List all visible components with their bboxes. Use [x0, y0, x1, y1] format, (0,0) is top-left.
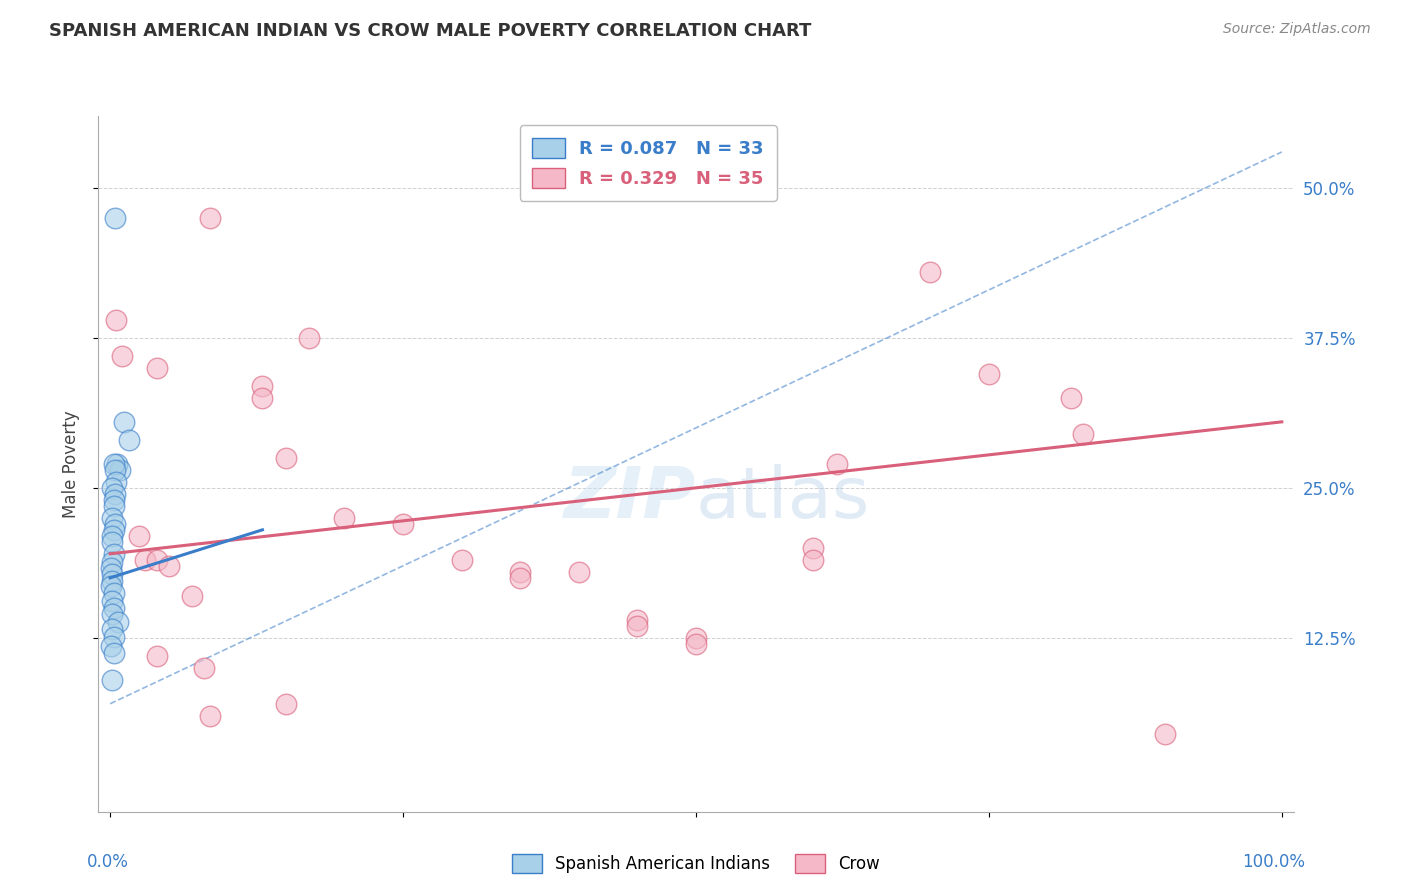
Text: 0.0%: 0.0%: [87, 854, 128, 871]
Point: [104, 487, 127, 501]
Point: [626, 619, 648, 633]
Point: [105, 313, 128, 327]
Point: [107, 615, 129, 630]
Point: [252, 379, 274, 393]
Point: [274, 450, 297, 465]
Point: [685, 637, 707, 651]
Point: [100, 639, 122, 653]
Point: [101, 623, 124, 637]
Point: [252, 391, 274, 405]
Point: [101, 673, 124, 687]
Point: [450, 553, 472, 567]
Point: [103, 600, 125, 615]
Point: [103, 630, 125, 644]
Point: [626, 613, 648, 627]
Point: [101, 511, 124, 525]
Point: [977, 367, 1000, 381]
Point: [118, 433, 141, 447]
Point: [274, 697, 297, 711]
Point: [801, 541, 824, 555]
Point: [1071, 426, 1094, 441]
Text: Source: ZipAtlas.com: Source: ZipAtlas.com: [1223, 22, 1371, 37]
Point: [920, 265, 942, 279]
Point: [101, 555, 124, 569]
Point: [103, 646, 125, 660]
Point: [103, 523, 125, 537]
Point: [105, 475, 128, 489]
Point: [146, 648, 169, 663]
Point: [103, 499, 125, 513]
Point: [298, 331, 321, 345]
Point: [104, 516, 127, 531]
Point: [101, 534, 124, 549]
Point: [104, 463, 127, 477]
Point: [198, 708, 221, 723]
Point: [193, 661, 215, 675]
Point: [801, 553, 824, 567]
Point: [101, 607, 124, 621]
Point: [112, 415, 135, 429]
Text: 100.0%: 100.0%: [1243, 854, 1305, 871]
Point: [146, 360, 169, 375]
Legend: Spanish American Indians, Crow: Spanish American Indians, Crow: [505, 847, 887, 880]
Point: [104, 211, 127, 225]
Point: [1153, 727, 1175, 741]
Point: [103, 492, 125, 507]
Point: [509, 571, 531, 585]
Point: [198, 211, 221, 225]
Point: [181, 589, 204, 603]
Text: atlas: atlas: [696, 464, 870, 533]
Point: [509, 565, 531, 579]
Point: [101, 567, 124, 582]
Point: [825, 457, 848, 471]
Point: [108, 463, 131, 477]
Y-axis label: Male Poverty: Male Poverty: [62, 410, 80, 517]
Point: [101, 529, 124, 543]
Point: [103, 547, 125, 561]
Point: [568, 565, 591, 579]
Point: [333, 511, 356, 525]
Point: [101, 593, 124, 607]
Point: [103, 457, 125, 471]
Point: [100, 561, 122, 575]
Point: [685, 631, 707, 645]
Point: [128, 529, 150, 543]
Point: [392, 516, 415, 531]
Point: [103, 586, 125, 600]
Point: [105, 457, 128, 471]
Text: ZIP: ZIP: [564, 464, 696, 533]
Point: [100, 579, 122, 593]
Point: [134, 553, 156, 567]
Point: [111, 349, 134, 363]
Point: [101, 574, 124, 589]
Point: [146, 553, 169, 567]
Point: [157, 558, 180, 573]
Point: [101, 481, 124, 495]
Point: [1060, 391, 1083, 405]
Text: SPANISH AMERICAN INDIAN VS CROW MALE POVERTY CORRELATION CHART: SPANISH AMERICAN INDIAN VS CROW MALE POV…: [49, 22, 811, 40]
